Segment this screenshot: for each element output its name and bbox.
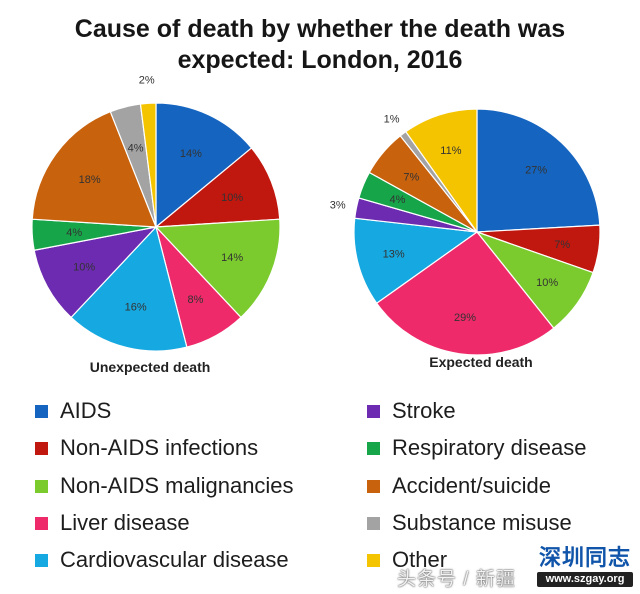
pie-slice-liver-disease bbox=[375, 231, 555, 356]
pie-label-substance-misuse: 4% bbox=[128, 143, 144, 155]
site-logo-text: 深圳同志 bbox=[538, 545, 631, 570]
pie-expected: 27% 7% 10% 29% 13% 3% 4% 7% 1% 11% bbox=[330, 108, 601, 356]
pie-label-accident-suicide: 7% bbox=[403, 172, 419, 184]
site-logo: 深圳同志 www.szgay.org bbox=[535, 544, 635, 592]
pie-label-liver-disease: 29% bbox=[454, 312, 476, 324]
chart-title: Cause of death by whether the death was … bbox=[0, 14, 640, 76]
chart-title-line-1: Cause of death by whether the death was bbox=[74, 15, 566, 43]
pie-caption-unexpected: Unexpected death bbox=[90, 359, 211, 375]
chart-title-line-2: expected: London, 2016 bbox=[177, 46, 463, 74]
pie-label-non-aids-infections: 10% bbox=[221, 192, 243, 204]
pie-slice-non-aids-malignancies bbox=[154, 218, 281, 319]
watermark-text: 头条号 / 新疆 bbox=[397, 568, 516, 590]
pie-label-cardiovascular-disease: 13% bbox=[383, 249, 405, 261]
pie-label-respiratory-disease: 4% bbox=[390, 194, 406, 206]
pie-slice-other bbox=[404, 108, 478, 234]
pie-label-stroke: 3% bbox=[330, 199, 346, 211]
pie-label-cardiovascular-disease: 16% bbox=[125, 301, 147, 313]
pie-label-liver-disease: 8% bbox=[188, 294, 204, 306]
pie-label-substance-misuse: 1% bbox=[384, 114, 400, 126]
pie-label-aids: 27% bbox=[525, 165, 547, 177]
pie-slice-accident-suicide bbox=[31, 110, 157, 228]
pie-slice-stroke bbox=[33, 226, 158, 319]
pie-slice-non-aids-infections bbox=[154, 147, 281, 228]
pie-label-stroke: 10% bbox=[73, 262, 95, 274]
pie-label-respiratory-disease: 4% bbox=[66, 227, 82, 239]
pie-label-aids: 14% bbox=[180, 148, 202, 160]
site-logo-url: www.szgay.org bbox=[537, 572, 633, 587]
pie-caption-expected: Expected death bbox=[429, 354, 532, 370]
pie-slice-cardiovascular-disease bbox=[70, 225, 188, 352]
pie-label-non-aids-infections: 7% bbox=[554, 239, 570, 251]
pie-label-other: 11% bbox=[440, 145, 461, 157]
pie-slice-aids bbox=[155, 102, 253, 229]
pie-slice-other bbox=[139, 102, 157, 228]
pie-slice-aids bbox=[476, 108, 601, 233]
pie-slice-cardiovascular-disease bbox=[353, 217, 479, 305]
pie-label-accident-suicide: 18% bbox=[79, 174, 101, 186]
pie-label-non-aids-malignancies: 10% bbox=[536, 277, 558, 289]
pie-label-other: 2% bbox=[139, 74, 155, 86]
pie-unexpected: 14% 10% 14% 8% 16% 10% 4% 18% 4% 2% bbox=[31, 74, 281, 352]
pie-label-non-aids-malignancies: 14% bbox=[221, 252, 243, 264]
